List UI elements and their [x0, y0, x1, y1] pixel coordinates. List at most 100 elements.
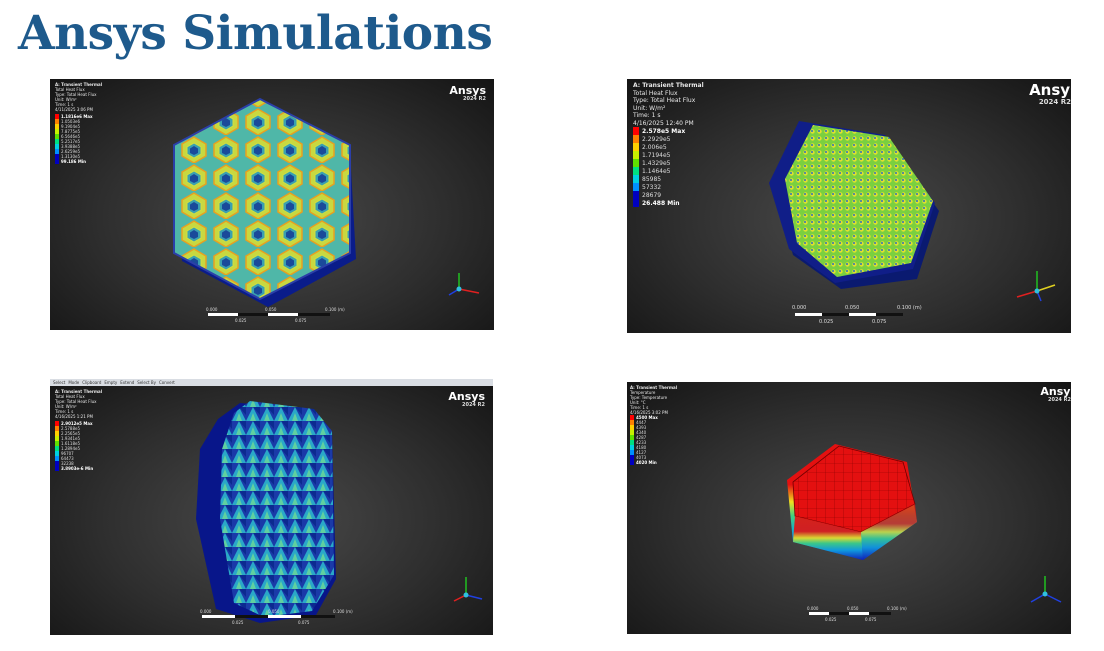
legend-value: 4447	[636, 420, 647, 425]
brand-name: Ansys	[448, 390, 485, 403]
legend-value: 1.9341e5	[61, 436, 81, 441]
legend-max: 1.1816e6 Max	[61, 114, 93, 119]
info-line: Total Heat Flux	[55, 394, 85, 399]
scale-label: 0.025	[232, 620, 244, 625]
ansys-logo: Ansys 2024 R2	[449, 85, 486, 102]
color-legend: 2.9012e5 Max 2.5788e5 2.2565e5 1.9341e5 …	[55, 421, 93, 471]
scale-label: 0.100 (m)	[325, 307, 345, 312]
scale-label: 0.100 (m)	[897, 305, 922, 311]
legend-value: 28679	[642, 191, 662, 199]
legend-value: 4287	[636, 435, 647, 440]
scale-label: 0.025	[825, 617, 837, 622]
scale-label: 0.050	[268, 609, 280, 614]
legend-value: 9.1904e5	[61, 124, 81, 129]
hex-model-render	[787, 444, 917, 560]
axis-triad-icon	[1016, 271, 1056, 302]
info-line: 4/16/2025 1:21 PM	[55, 414, 93, 419]
info-line: Type: Total Heat Flux	[55, 399, 97, 404]
color-legend: 2.578e5 Max 2.2929e5 2.006e5 1.7194e5 1.…	[633, 127, 685, 207]
legend-value: 7.8775e5	[61, 129, 81, 134]
legend-value: 85985	[642, 175, 662, 183]
legend-value: 1.6118e5	[61, 441, 81, 446]
legend-value: 2.2565e5	[61, 431, 81, 436]
info-line: Temperature	[630, 390, 656, 395]
simulation-panel-heat-flux-hex-iso[interactable]: A: Transient Thermal Total Heat Flux Typ…	[627, 79, 1071, 333]
toolbar-item[interactable]: Empty	[104, 380, 118, 385]
info-line: Time: 1 s	[633, 112, 661, 119]
toolbar-item[interactable]: Convert	[159, 380, 175, 385]
legend-min: 3.8903e-6 Min	[61, 466, 94, 471]
info-line: Unit: W/m²	[633, 104, 666, 112]
scale-label: 0.075	[872, 319, 887, 325]
legend-value: 57332	[642, 183, 662, 191]
info-line: Type: Total Heat Flux	[55, 92, 97, 97]
legend-value: 4393	[636, 425, 647, 430]
scale-bar: 0.000 0.050 0.100 (m) 0.025 0.075	[787, 305, 927, 329]
axis-triad-icon	[453, 577, 483, 602]
mechanical-toolbar[interactable]: Select Mode Clipboard Empty Extend Selec…	[50, 379, 493, 386]
hex-model-render	[196, 401, 336, 623]
legend-min: 99.186 Min	[61, 159, 87, 164]
legend-value: 1.7194e5	[642, 151, 671, 159]
scale-label: 0.000	[807, 606, 819, 611]
legend-value: 4127	[636, 450, 647, 455]
legend-value: 1.1464e5	[642, 167, 671, 175]
hex-model-render	[173, 97, 356, 307]
info-line: 4/11/2025 3:06 PM	[55, 107, 93, 112]
result-info: A: Transient Thermal Total Heat Flux Typ…	[55, 82, 102, 112]
legend-value: 5.2517e5	[61, 139, 81, 144]
scale-bar: 0.000 0.050 0.100 (m) 0.025 0.075	[198, 609, 358, 629]
result-info: A: Transient Thermal Temperature Type: T…	[630, 385, 677, 415]
brand-name: Ansys	[1040, 385, 1071, 398]
color-legend: 1.1816e6 Max 1.0503e6 9.1904e5 7.8775e5 …	[55, 114, 93, 164]
legend-min: 4020 Min	[636, 460, 657, 465]
scale-label: 0.000	[206, 307, 218, 312]
legend-value: 2.5788e5	[61, 426, 81, 431]
axis-triad-icon	[448, 273, 480, 296]
info-line: 4/16/2025 3:02 PM	[630, 410, 668, 415]
toolbar-item[interactable]: Select By	[137, 380, 156, 385]
scale-bar: 0.000 0.050 0.100 (m) 0.025 0.075	[200, 307, 350, 327]
toolbar-item[interactable]: Select	[53, 380, 66, 385]
brand-name: Ansys	[449, 84, 486, 97]
info-line: Unit: °C	[630, 400, 646, 405]
info-line: Time: 1 s	[55, 409, 74, 414]
toolbar-item[interactable]: Extend	[120, 380, 135, 385]
legend-min: 26.488 Min	[642, 199, 680, 207]
scale-label: 0.075	[865, 617, 877, 622]
info-line: Time: 1 s	[55, 102, 74, 107]
axis-triad-icon	[1030, 576, 1062, 603]
toolbar-item[interactable]: Clipboard	[82, 380, 102, 385]
ansys-logo: Ansys 2024 R2	[448, 391, 485, 408]
info-line: Total Heat Flux	[55, 87, 85, 92]
info-line: Total Heat Flux	[633, 89, 678, 97]
scale-label: 0.075	[295, 318, 307, 323]
legend-value: 1.4329e5	[642, 159, 671, 167]
legend-value: 2.6259e5	[61, 149, 81, 154]
scale-label: 0.075	[298, 620, 310, 625]
simulation-panel-heat-flux-hex-top[interactable]: A: Transient Thermal Total Heat Flux Typ…	[50, 79, 494, 330]
legend-max: 2.9012e5 Max	[61, 421, 93, 426]
toolbar-item[interactable]: Mode	[68, 380, 80, 385]
legend-value: 32238	[61, 461, 74, 466]
scale-bar: 0.000 0.050 0.100 (m) 0.025 0.075	[803, 606, 913, 626]
scale-label: 0.050	[845, 305, 860, 311]
info-line: Unit: W/m²	[55, 97, 77, 102]
info-line: Time: 1 s	[630, 405, 649, 410]
info-line: A: Transient Thermal	[630, 385, 678, 390]
page-title: Ansys Simulations	[18, 6, 493, 61]
legend-value: 96707	[61, 451, 74, 456]
info-line: A: Transient Thermal	[55, 82, 103, 87]
legend-value: 3.9388e5	[61, 144, 81, 149]
simulation-panel-temperature[interactable]: A: Transient Thermal Temperature Type: T…	[627, 382, 1071, 634]
brand-version: 2024 R2	[1038, 98, 1071, 106]
result-info: A: Transient Thermal Total Heat Flux Typ…	[55, 389, 102, 419]
info-line: 4/16/2025 12:40 PM	[633, 119, 694, 127]
info-line: Type: Total Heat Flux	[633, 97, 696, 104]
info-line: A: Transient Thermal	[633, 82, 704, 89]
brand-version: 2024 R2	[462, 402, 485, 408]
legend-max: 2.578e5 Max	[642, 127, 686, 135]
scale-label: 0.100 (m)	[333, 609, 353, 614]
legend-value: 64473	[61, 456, 74, 461]
simulation-panel-heat-flux-side[interactable]: Select Mode Clipboard Empty Extend Selec…	[50, 379, 493, 635]
